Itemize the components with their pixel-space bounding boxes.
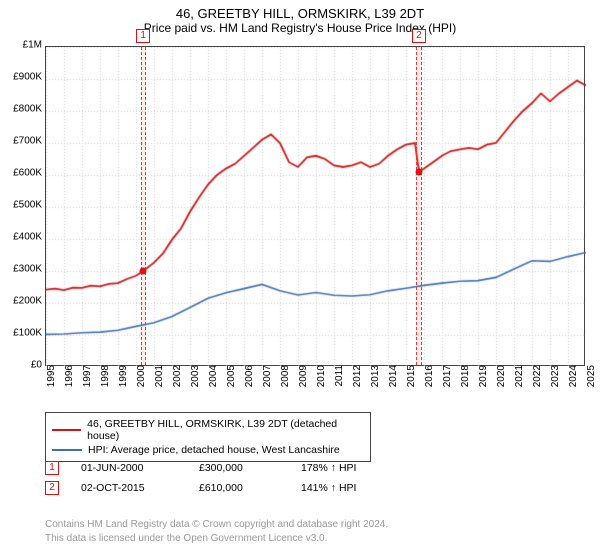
x-axis-tick: 2011	[330, 365, 345, 387]
legend-swatch	[52, 449, 82, 451]
x-axis-tick: 2004	[204, 365, 219, 387]
sale-point	[140, 268, 147, 275]
y-axis-tick: £200K	[13, 296, 46, 307]
y-axis-tick: £300K	[13, 264, 46, 275]
x-axis-tick: 2012	[348, 365, 363, 387]
footer-line: This data is licensed under the Open Gov…	[45, 532, 388, 546]
transaction-delta: 141% ↑ HPI	[301, 482, 356, 494]
x-axis-tick: 2025	[582, 365, 597, 387]
x-axis-tick: 2013	[366, 365, 381, 387]
sale-point	[415, 168, 422, 175]
x-axis-tick: 2007	[258, 365, 273, 387]
page-subtitle: Price paid vs. HM Land Registry's House …	[0, 21, 600, 39]
legend-item: HPI: Average price, detached house, West…	[52, 443, 364, 457]
x-axis-tick: 2017	[438, 365, 453, 387]
x-axis-tick: 2016	[420, 365, 435, 387]
x-axis-tick: 1997	[78, 365, 93, 387]
page-title: 46, GREETBY HILL, ORMSKIRK, L39 2DT	[0, 0, 600, 21]
sale-band	[416, 47, 422, 365]
x-axis-tick: 2022	[528, 365, 543, 387]
x-axis-tick: 1996	[60, 365, 75, 387]
x-axis-tick: 2015	[402, 365, 417, 387]
x-axis-tick: 2014	[384, 365, 399, 387]
x-axis-tick: 2000	[132, 365, 147, 387]
sale-marker: 1	[136, 29, 150, 43]
x-axis-tick: 2008	[276, 365, 291, 387]
x-axis-tick: 2002	[168, 365, 183, 387]
x-axis-tick: 2018	[456, 365, 471, 387]
y-axis-tick: £700K	[13, 136, 46, 147]
x-axis-tick: 2009	[294, 365, 309, 387]
legend-swatch	[52, 429, 81, 431]
x-axis-tick: 2024	[564, 365, 579, 387]
transaction-price: £300,000	[199, 462, 279, 474]
price-chart: £0£100K£200K£300K£400K£500K£600K£700K£80…	[45, 46, 585, 366]
y-axis-tick: £400K	[13, 232, 46, 243]
legend: 46, GREETBY HILL, ORMSKIRK, L39 2DT (det…	[45, 412, 371, 462]
y-axis-tick: £100K	[13, 328, 46, 339]
transaction-badge: 2	[45, 481, 59, 495]
legend-label: 46, GREETBY HILL, ORMSKIRK, L39 2DT (det…	[87, 418, 364, 442]
transaction-row: 2 02-OCT-2015 £610,000 141% ↑ HPI	[45, 478, 356, 498]
y-axis-tick: £600K	[13, 168, 46, 179]
chart-container: 46, GREETBY HILL, ORMSKIRK, L39 2DT Pric…	[0, 0, 600, 560]
x-axis-tick: 1998	[96, 365, 111, 387]
x-axis-tick: 1995	[42, 365, 57, 387]
x-axis-tick: 2005	[222, 365, 237, 387]
footer-line: Contains HM Land Registry data © Crown c…	[45, 518, 388, 532]
x-axis-tick: 2021	[510, 365, 525, 387]
y-axis-tick: £1M	[23, 40, 46, 51]
y-axis-tick: £500K	[13, 200, 46, 211]
transaction-date: 01-JUN-2000	[81, 462, 177, 474]
transaction-row: 1 01-JUN-2000 £300,000 178% ↑ HPI	[45, 458, 356, 478]
transaction-price: £610,000	[199, 482, 279, 494]
x-axis-tick: 1999	[114, 365, 129, 387]
transaction-badge: 1	[45, 461, 59, 475]
x-axis-tick: 2001	[150, 365, 165, 387]
transaction-date: 02-OCT-2015	[81, 482, 177, 494]
sale-band	[141, 47, 146, 365]
attribution-footer: Contains HM Land Registry data © Crown c…	[45, 518, 388, 545]
x-axis-tick: 2020	[492, 365, 507, 387]
transaction-table: 1 01-JUN-2000 £300,000 178% ↑ HPI 2 02-OCT-20…	[45, 458, 356, 498]
x-axis-tick: 2003	[186, 365, 201, 387]
chart-canvas	[46, 47, 586, 367]
legend-label: HPI: Average price, detached house, West…	[88, 444, 340, 456]
transaction-delta: 178% ↑ HPI	[301, 462, 356, 474]
legend-item: 46, GREETBY HILL, ORMSKIRK, L39 2DT (det…	[52, 417, 364, 443]
y-axis-tick: £800K	[13, 104, 46, 115]
x-axis-tick: 2010	[312, 365, 327, 387]
x-axis-tick: 2023	[546, 365, 561, 387]
sale-marker: 2	[412, 29, 426, 43]
y-axis-tick: £900K	[13, 72, 46, 83]
x-axis-tick: 2019	[474, 365, 489, 387]
x-axis-tick: 2006	[240, 365, 255, 387]
